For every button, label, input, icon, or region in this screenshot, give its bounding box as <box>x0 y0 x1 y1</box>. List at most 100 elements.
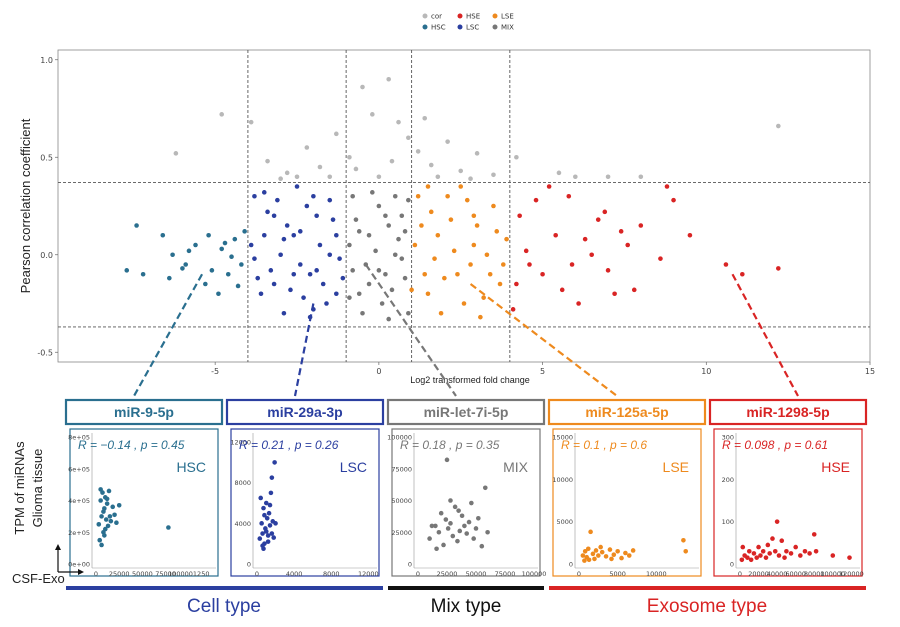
subplot-x-tick-label: 5000 <box>609 570 626 578</box>
point-lsc <box>340 275 346 281</box>
point-mix <box>376 203 382 209</box>
subplot-x-tick-label: 75000 <box>495 570 516 578</box>
point-lsc <box>294 184 300 189</box>
subplot-point-mix <box>459 513 465 519</box>
point-cor <box>304 145 310 150</box>
subplot-point-hsc <box>102 526 108 532</box>
subplot-point-lsc <box>261 505 266 511</box>
point-hse <box>523 248 529 254</box>
point-mix <box>396 236 401 242</box>
point-hsc <box>183 262 188 267</box>
subplot-point-lse <box>590 551 596 557</box>
subplot-point-hsc <box>104 496 110 502</box>
subplot-x-tick-label: 100000 <box>820 570 845 578</box>
subplot-x-tick-label: 0 <box>738 570 742 578</box>
subplot-point-hse <box>740 544 746 550</box>
subplot-point-lse <box>683 549 689 554</box>
point-hsc <box>216 291 221 297</box>
subplot-point-lse <box>596 553 601 558</box>
point-hse <box>510 307 516 312</box>
subplot-point-hse <box>767 551 772 556</box>
legend-marker-mix <box>492 24 498 30</box>
point-cor <box>422 115 428 121</box>
point-cor <box>396 119 401 125</box>
subplot-point-mix <box>448 521 453 526</box>
point-hse <box>776 266 781 271</box>
point-lsc <box>311 193 316 199</box>
subplot-y-tick-label: 0 <box>247 561 251 569</box>
subplot-x-tick-label: 100000 <box>522 570 547 578</box>
subplot-point-hsc <box>99 542 104 548</box>
subplot-point-lsc <box>262 512 267 518</box>
subplot-point-hsc <box>103 517 109 522</box>
subplot-group-label: LSE <box>663 459 689 475</box>
point-hse <box>618 229 624 234</box>
subplot-point-hse <box>830 553 836 558</box>
subplot-point-hse <box>847 555 852 560</box>
connector-lsc <box>293 303 315 397</box>
subplot-point-hsc <box>106 488 112 494</box>
x-tick-label: 15 <box>865 367 875 376</box>
point-cor <box>514 154 519 160</box>
point-lsc <box>261 232 267 238</box>
subplot-point-lse <box>599 549 605 555</box>
connector-hse <box>731 273 799 397</box>
subplot-x-tick-label: 1000001250 <box>168 570 209 578</box>
point-lse <box>455 271 460 277</box>
subplot-point-mix <box>436 529 442 535</box>
point-hse <box>546 184 552 189</box>
point-lsc <box>317 242 323 248</box>
point-cor <box>406 135 411 141</box>
subplot-hse: miR-1298-5p 0 100 200 300 0 200004000060000800… <box>708 398 868 578</box>
subplot-point-hse <box>798 553 803 558</box>
point-lsc <box>281 310 287 316</box>
subplot-y-tick-label: 100000 <box>387 434 412 442</box>
point-lse <box>494 229 500 234</box>
point-mix <box>399 213 405 219</box>
point-lsc <box>252 193 257 199</box>
point-cor <box>389 158 395 164</box>
point-hse <box>664 184 670 189</box>
subplot-point-mix <box>485 529 490 535</box>
point-hse <box>559 287 565 293</box>
subplot-title: miR-29a-3p <box>267 404 342 420</box>
point-hsc <box>242 229 247 234</box>
point-lsc <box>320 281 326 287</box>
legend-marker-cor <box>422 13 428 19</box>
subplot-point-hse <box>760 549 766 554</box>
subplot-point-mix <box>476 515 481 521</box>
subplot-point-lsc <box>265 533 271 538</box>
connector-lse <box>469 283 618 397</box>
point-lsc <box>291 232 297 238</box>
subplot-point-lsc <box>272 460 277 465</box>
point-hse <box>671 197 676 203</box>
subplot-point-lsc <box>265 539 271 544</box>
subplot-point-hse <box>763 555 769 560</box>
subplot-correlation-stat: R = 0.098 , p = 0.61 <box>722 438 828 452</box>
point-lsc <box>288 287 293 293</box>
subplot-point-lsc <box>267 523 273 528</box>
point-hsc <box>219 246 225 252</box>
legend-marker-hsc <box>422 24 428 30</box>
subplot-point-mix <box>471 536 476 541</box>
subplot-title: miR-125a-5p <box>585 404 668 420</box>
point-hse <box>517 213 522 219</box>
point-hsc <box>167 275 172 281</box>
legend-label-hsc: HSC <box>431 24 446 32</box>
subplot-point-lsc <box>259 521 264 526</box>
point-cor <box>428 162 434 168</box>
subplot-title: miR-1298-5p <box>746 404 829 420</box>
subplot-point-mix <box>466 519 472 525</box>
point-mix <box>350 268 355 273</box>
point-lse <box>491 203 496 209</box>
subplot-point-mix <box>434 546 439 552</box>
point-cor <box>294 174 300 180</box>
point-cor <box>573 174 578 180</box>
legend-marker-lsc <box>457 24 463 30</box>
subplot-point-hse <box>746 549 752 554</box>
subplot-point-lsc <box>260 531 265 536</box>
subplot-x-tick-label: 4000 <box>286 570 303 578</box>
subplot-point-lsc <box>268 490 274 496</box>
subplot-point-mix <box>444 457 450 463</box>
